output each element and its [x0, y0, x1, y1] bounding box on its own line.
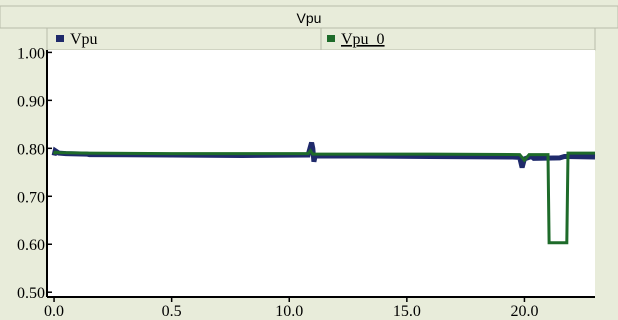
- y-tick-label: 1.00: [17, 45, 45, 62]
- x-tick-label: 15.0: [393, 303, 421, 320]
- legend-item-vpu0[interactable]: Vpu_0: [327, 31, 385, 48]
- y-tick-label: 0.80: [17, 141, 45, 158]
- x-tick-label: 0.0: [44, 303, 64, 320]
- plot-area: [47, 50, 595, 297]
- y-tick-label: 0.70: [17, 189, 45, 206]
- x-tick-label: 20.0: [510, 303, 538, 320]
- legend-label-vpu0: Vpu_0: [341, 31, 385, 48]
- y-tick-label: 0.50: [17, 285, 45, 302]
- y-tick-label: 0.90: [17, 93, 45, 110]
- y-tick-label: 0.60: [17, 237, 45, 254]
- series-line-vpu-0: [52, 148, 595, 245]
- legend-item-vpu[interactable]: Vpu: [56, 31, 98, 48]
- x-tick-label: 10.0: [275, 303, 303, 320]
- y-axis-ticks: 1.00 0.90 0.80 0.70 0.60 0.50: [17, 45, 52, 302]
- chart-title: Vpu: [297, 10, 322, 26]
- legend-swatch-vpu: [56, 35, 64, 42]
- series-layer: [51, 141, 596, 245]
- legend-swatch-vpu0: [327, 35, 335, 42]
- x-axis-ticks: 0.0 0.5 10.0 15.0 20.0: [44, 297, 538, 320]
- x-tick-label: 0.5: [162, 303, 182, 320]
- legend-label-vpu: Vpu: [70, 31, 98, 48]
